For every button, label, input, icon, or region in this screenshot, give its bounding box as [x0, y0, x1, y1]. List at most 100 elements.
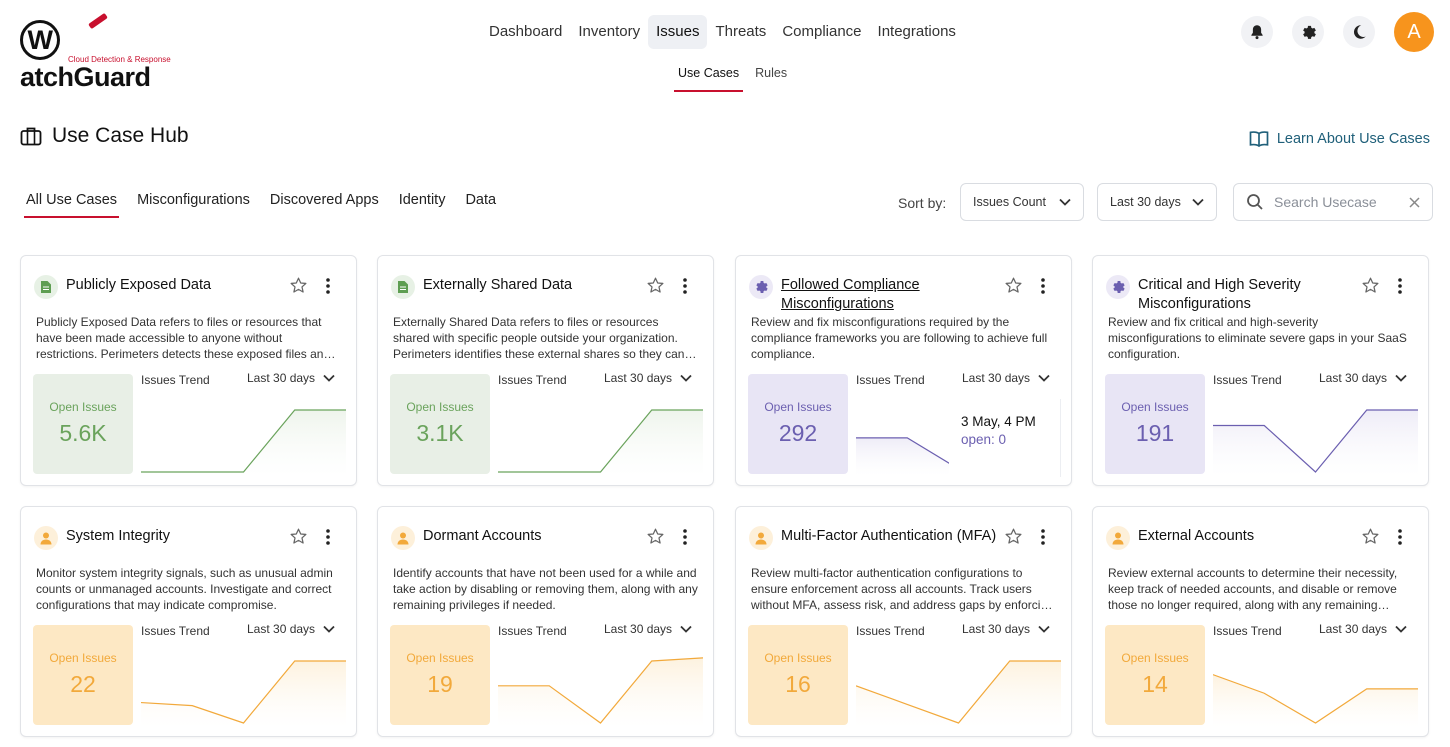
card-title[interactable]: Dormant Accounts: [423, 528, 542, 544]
card-title[interactable]: Externally Shared Data: [423, 277, 573, 293]
open-issues-box: Open Issues 16: [748, 625, 848, 725]
date-range-select-value: Last 30 days: [1110, 195, 1181, 209]
trend-line: [498, 409, 703, 473]
card-title[interactable]: System Integrity: [66, 528, 170, 544]
trend-area: [1213, 410, 1418, 476]
use-case-card-critical-and-high-severity-misconfigurations[interactable]: Critical and High Severity Misconfigurat…: [1092, 255, 1429, 486]
use-case-card-externally-shared-data[interactable]: Externally Shared Data Externally Shared …: [377, 255, 714, 486]
issues-trend-chart: [1213, 409, 1418, 476]
trend-range-select[interactable]: Last 30 days: [1319, 622, 1407, 636]
chevron-down-icon: [1192, 198, 1204, 206]
trend-line: [141, 660, 346, 724]
trend-area: [856, 437, 1061, 476]
card-title[interactable]: Critical and High Severity Misconfigurat…: [1138, 277, 1301, 312]
tab-data[interactable]: Data: [465, 192, 497, 208]
top-navigation: Dashboard Inventory Issues Threats Complianc…: [481, 15, 964, 49]
star-icon[interactable]: [646, 276, 665, 300]
nav-dashboard[interactable]: Dashboard: [489, 23, 563, 40]
card-title[interactable]: Multi-Factor Authentication (MFA): [781, 528, 997, 544]
document-icon: [34, 275, 58, 299]
trend-range-select[interactable]: Last 30 days: [604, 622, 692, 636]
card-description: Review multi-factor authentication confi…: [751, 566, 1054, 612]
learn-about-use-cases-link[interactable]: Learn About Use Cases: [1249, 130, 1430, 148]
nav-integrations[interactable]: Integrations: [877, 23, 956, 40]
issues-trend-label: Issues Trend: [141, 373, 210, 387]
trend-range-select[interactable]: Last 30 days: [247, 622, 335, 636]
trend-range-value: Last 30 days: [962, 371, 1031, 385]
trend-area: [498, 410, 703, 476]
star-icon[interactable]: [1361, 276, 1380, 300]
tab-misconfigurations[interactable]: Misconfigurations: [137, 192, 250, 208]
trend-range-select[interactable]: Last 30 days: [604, 371, 692, 385]
sort-select[interactable]: Issues Count: [960, 183, 1084, 221]
nav-issues[interactable]: Issues: [648, 15, 708, 49]
more-options-icon[interactable]: [1398, 278, 1402, 299]
use-case-card-publicly-exposed-data[interactable]: Publicly Exposed Data Publicly Exposed Da…: [20, 255, 357, 486]
use-case-card-external-accounts[interactable]: External Accounts Review external account…: [1092, 506, 1429, 737]
issues-trend-label: Issues Trend: [1213, 624, 1282, 638]
sort-label: Sort by:: [898, 195, 947, 211]
use-case-card-followed-compliance-misconfigurations[interactable]: Followed Compliance Misconfigurations Rev…: [735, 255, 1072, 486]
issues-trend-label: Issues Trend: [856, 624, 925, 638]
open-issues-label: Open Issues: [764, 651, 832, 665]
trend-range-select[interactable]: Last 30 days: [962, 622, 1050, 636]
more-options-icon[interactable]: [1041, 529, 1045, 550]
open-issues-box: Open Issues 5.6K: [33, 374, 133, 474]
trend-range-select[interactable]: Last 30 days: [247, 371, 335, 385]
tab-all-use-cases[interactable]: All Use Cases: [24, 190, 120, 218]
more-options-icon[interactable]: [326, 278, 330, 299]
subnav-use-cases[interactable]: Use Cases: [674, 66, 744, 92]
card-description: Review and fix misconfigurations require…: [751, 315, 1048, 361]
logo-tagline: Cloud Detection & Response: [68, 55, 171, 64]
trend-tooltip: 3 May, 4 PM open: 0: [949, 399, 1061, 477]
use-case-card-dormant-accounts[interactable]: Dormant Accounts Identify accounts that h…: [377, 506, 714, 737]
open-issues-label: Open Issues: [406, 651, 474, 665]
tab-discovered-apps[interactable]: Discovered Apps: [269, 192, 379, 208]
more-options-icon[interactable]: [683, 278, 687, 299]
date-range-select[interactable]: Last 30 days: [1097, 183, 1217, 221]
trend-line: [1213, 674, 1418, 724]
nav-threats[interactable]: Threats: [715, 23, 767, 40]
nav-inventory[interactable]: Inventory: [578, 23, 641, 40]
gear-icon: [1106, 275, 1130, 299]
star-icon[interactable]: [289, 276, 308, 300]
more-options-icon[interactable]: [1041, 278, 1045, 299]
watchguard-logo[interactable]: WatchGuard Cloud Detection & Response: [20, 12, 190, 92]
settings-button[interactable]: [1292, 16, 1324, 48]
card-title[interactable]: External Accounts: [1138, 528, 1255, 544]
trend-range-value: Last 30 days: [247, 622, 316, 636]
open-issues-count: 3.1K: [416, 420, 464, 446]
tab-identity[interactable]: Identity: [398, 192, 446, 208]
more-options-icon[interactable]: [1398, 529, 1402, 550]
subnav-rules[interactable]: Rules: [755, 66, 788, 80]
card-title[interactable]: Followed Compliance Misconfigurations: [781, 277, 920, 312]
issues-trend-chart: [1213, 674, 1418, 727]
star-icon[interactable]: [1004, 276, 1023, 300]
more-options-icon[interactable]: [683, 529, 687, 550]
star-icon[interactable]: [289, 527, 308, 551]
user-icon: [391, 526, 415, 550]
trend-range-select[interactable]: Last 30 days: [962, 371, 1050, 385]
star-icon[interactable]: [1004, 527, 1023, 551]
search-input[interactable]: [1274, 194, 1394, 210]
trend-area: [141, 661, 346, 727]
more-options-icon[interactable]: [326, 529, 330, 550]
theme-toggle-button[interactable]: [1343, 16, 1375, 48]
star-icon[interactable]: [1361, 527, 1380, 551]
open-issues-box: Open Issues 19: [390, 625, 490, 725]
use-case-card-system-integrity[interactable]: System Integrity Monitor system integrity…: [20, 506, 357, 737]
card-description: Publicly Exposed Data refers to files or…: [36, 315, 331, 361]
card-title[interactable]: Publicly Exposed Data: [66, 277, 212, 293]
clear-search-icon[interactable]: [1409, 196, 1420, 208]
trend-range-value: Last 30 days: [247, 371, 316, 385]
user-avatar[interactable]: A: [1394, 12, 1434, 52]
nav-compliance[interactable]: Compliance: [782, 23, 862, 40]
star-icon[interactable]: [646, 527, 665, 551]
notifications-button[interactable]: [1241, 16, 1273, 48]
card-description: Review external accounts to determine th…: [1108, 566, 1398, 612]
trend-range-select[interactable]: Last 30 days: [1319, 371, 1407, 385]
use-case-card-multi-factor-authentication-mfa[interactable]: Multi-Factor Authentication (MFA) Review …: [735, 506, 1072, 737]
chevron-down-icon: [1030, 371, 1050, 385]
trend-range-value: Last 30 days: [1319, 622, 1388, 636]
card-description: Review and fix critical and high-severit…: [1108, 315, 1407, 361]
